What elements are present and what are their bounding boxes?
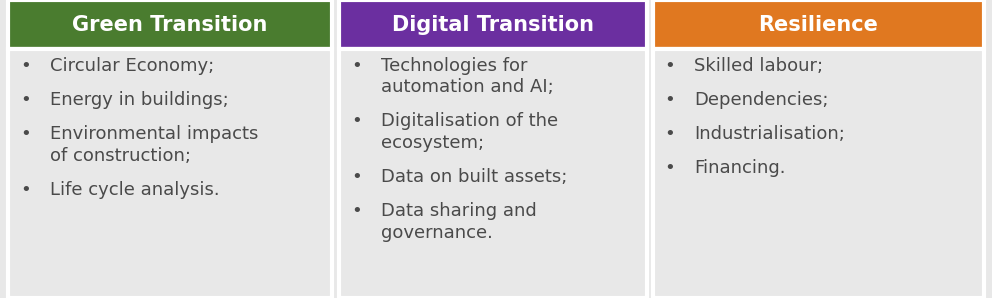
Text: •: • [20, 57, 31, 74]
FancyBboxPatch shape [653, 49, 984, 298]
Text: Resilience: Resilience [759, 15, 878, 35]
Text: •: • [20, 91, 31, 109]
FancyBboxPatch shape [339, 49, 647, 298]
Text: Data on built assets;: Data on built assets; [381, 168, 567, 186]
Text: Energy in buildings;: Energy in buildings; [50, 91, 228, 109]
Text: Industrialisation;: Industrialisation; [694, 125, 845, 143]
FancyBboxPatch shape [339, 0, 647, 49]
Text: •: • [351, 57, 362, 74]
Text: governance.: governance. [381, 224, 493, 242]
Text: Skilled labour;: Skilled labour; [694, 57, 823, 74]
Text: •: • [20, 125, 31, 143]
FancyBboxPatch shape [8, 0, 332, 49]
Text: Environmental impacts: Environmental impacts [50, 125, 258, 143]
FancyBboxPatch shape [653, 0, 984, 49]
Text: •: • [20, 181, 31, 199]
Text: Technologies for: Technologies for [381, 57, 528, 74]
Text: Data sharing and: Data sharing and [381, 202, 537, 220]
Text: Green Transition: Green Transition [72, 15, 268, 35]
Text: of construction;: of construction; [50, 147, 190, 164]
Text: automation and AI;: automation and AI; [381, 78, 554, 96]
Text: Digitalisation of the: Digitalisation of the [381, 112, 558, 130]
Text: Circular Economy;: Circular Economy; [50, 57, 214, 74]
Text: Life cycle analysis.: Life cycle analysis. [50, 181, 219, 199]
Text: •: • [665, 91, 676, 109]
Text: •: • [665, 125, 676, 143]
FancyBboxPatch shape [8, 49, 332, 298]
Text: •: • [665, 57, 676, 74]
Text: Financing.: Financing. [694, 159, 786, 177]
Text: •: • [665, 159, 676, 177]
Text: •: • [351, 168, 362, 186]
Text: •: • [351, 112, 362, 130]
Text: Dependencies;: Dependencies; [694, 91, 829, 109]
Text: ecosystem;: ecosystem; [381, 134, 484, 152]
Text: Digital Transition: Digital Transition [392, 15, 594, 35]
Text: •: • [351, 202, 362, 220]
